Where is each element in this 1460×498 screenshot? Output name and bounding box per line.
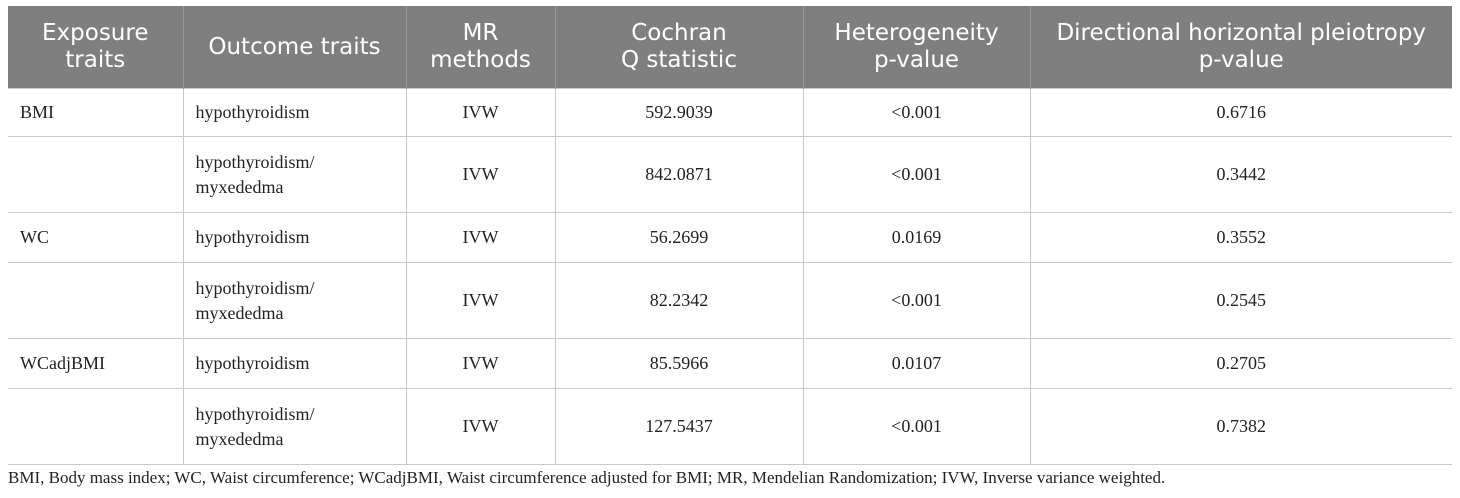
results-table: Exposure traits Outcome traits MR methods C… bbox=[8, 6, 1452, 465]
table-cell: 0.7382 bbox=[1029, 388, 1452, 465]
table-cell: WCadjBMI bbox=[8, 338, 184, 389]
table-cell bbox=[8, 136, 184, 213]
table-cell: IVW bbox=[405, 88, 556, 137]
table-cell: <0.001 bbox=[802, 88, 1031, 137]
table-row: hypothyroidism/ myxededma IVW 842.0871 <0.0… bbox=[8, 136, 1452, 213]
table-cell: 0.2705 bbox=[1029, 338, 1452, 389]
header-cell: Cochran Q statistic bbox=[554, 6, 803, 89]
header-cell: MR methods bbox=[405, 6, 555, 89]
table-row: hypothyroidism/ myxededma IVW 82.2342 <0.00… bbox=[8, 262, 1452, 339]
table-cell: IVW bbox=[405, 338, 556, 389]
table-row: WCadjBMI hypothyroidism IVW 85.5966 0.0107 0.… bbox=[8, 338, 1452, 389]
table-cell: IVW bbox=[405, 388, 556, 465]
table-cell: IVW bbox=[405, 212, 556, 263]
header-cell: Directional horizontal pleiotropy p-valu… bbox=[1029, 6, 1452, 89]
table-cell: <0.001 bbox=[802, 388, 1031, 465]
table-cell: 0.2545 bbox=[1029, 262, 1452, 339]
table-cell: hypothyroidism/ myxededma bbox=[182, 136, 407, 213]
table-cell: hypothyroidism/ myxededma bbox=[182, 388, 407, 465]
header-cell: Exposure traits bbox=[8, 6, 183, 89]
table-cell: 592.9039 bbox=[554, 88, 804, 137]
table-cell: <0.001 bbox=[802, 136, 1031, 213]
table-row: BMI hypothyroidism IVW 592.9039 <0.001 0.6716 bbox=[8, 88, 1452, 137]
table-cell: IVW bbox=[405, 136, 556, 213]
table-cell: IVW bbox=[405, 262, 556, 339]
table-cell: 0.0169 bbox=[802, 212, 1031, 263]
table-cell: hypothyroidism bbox=[182, 88, 407, 137]
footnote: BMI, Body mass index; WC, Waist circumfe… bbox=[8, 468, 1166, 487]
table-cell: 56.2699 bbox=[554, 212, 804, 263]
table-cell: 82.2342 bbox=[554, 262, 804, 339]
table-row: hypothyroidism/ myxededma IVW 127.5437 <0.0… bbox=[8, 388, 1452, 465]
table-cell: 85.5966 bbox=[554, 338, 804, 389]
header-cell: Heterogeneity p-value bbox=[802, 6, 1030, 89]
table-cell: 0.3552 bbox=[1029, 212, 1452, 263]
table-cell: hypothyroidism bbox=[182, 338, 407, 389]
table-cell: <0.001 bbox=[802, 262, 1031, 339]
table-cell: 0.3442 bbox=[1029, 136, 1452, 213]
table-cell: hypothyroidism bbox=[182, 212, 407, 263]
table-cell: 842.0871 bbox=[554, 136, 804, 213]
table-cell: WC bbox=[8, 212, 184, 263]
header-cell: Outcome traits bbox=[182, 6, 406, 89]
table-cell: 127.5437 bbox=[554, 388, 804, 465]
table-row: WC hypothyroidism IVW 56.2699 0.0169 0.3552 bbox=[8, 212, 1452, 263]
table-cell bbox=[8, 262, 184, 339]
table-cell bbox=[8, 388, 184, 465]
table-cell: 0.0107 bbox=[802, 338, 1031, 389]
table-cell: hypothyroidism/ myxededma bbox=[182, 262, 407, 339]
table-body: BMI hypothyroidism IVW 592.9039 <0.001 0.6716… bbox=[8, 88, 1452, 465]
header-row: Exposure traits Outcome traits MR methods C… bbox=[8, 6, 1452, 89]
table-cell: 0.6716 bbox=[1029, 88, 1452, 137]
table-cell: BMI bbox=[8, 88, 184, 137]
